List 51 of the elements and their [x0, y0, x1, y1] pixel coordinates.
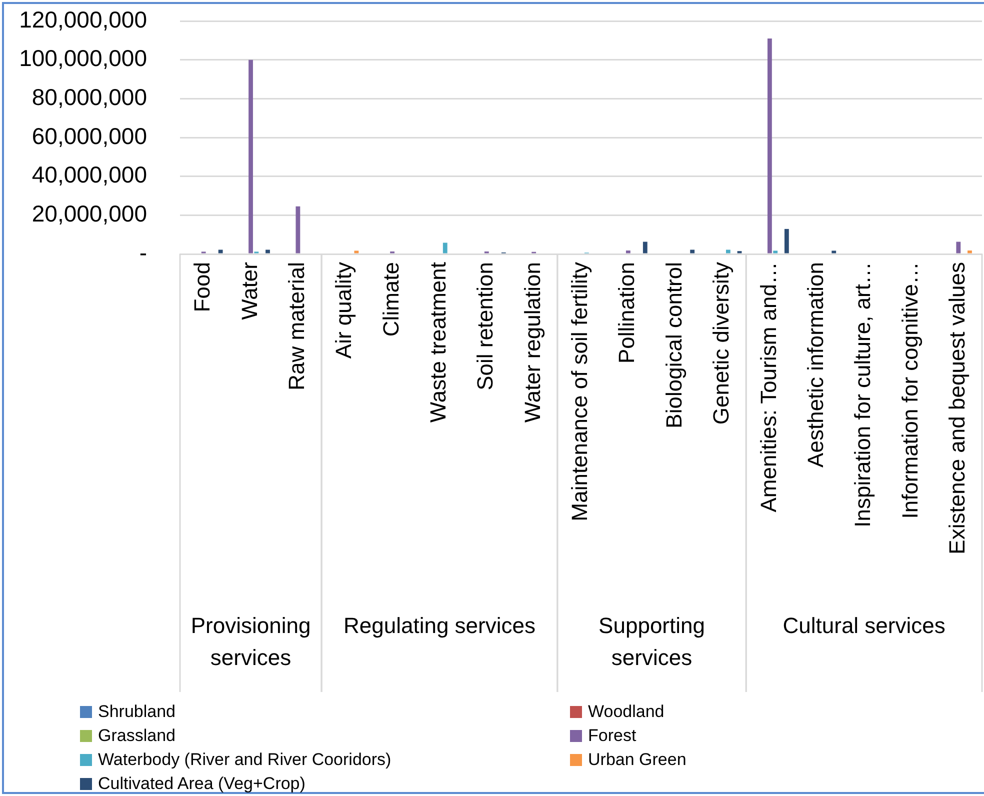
x-tick-label: Existence and bequest values: [944, 262, 970, 554]
bar: [726, 250, 730, 254]
bar: [768, 38, 772, 254]
x-tick-label: Soil retention: [472, 262, 498, 390]
x-tick-label: Genetic diversity: [708, 262, 734, 425]
x-tick-label: Climate: [378, 262, 404, 337]
legend-label: Grassland: [98, 726, 176, 746]
y-tick-label: 60,000,000: [32, 122, 147, 149]
y-tick-label: 80,000,000: [32, 84, 147, 110]
legend-label: Waterbody (River and River Cooridors): [98, 750, 392, 770]
x-tick-label: Aesthetic information: [802, 262, 828, 468]
text: Cultural services: [782, 613, 946, 638]
y-tick-label: 40,000,000: [32, 162, 147, 188]
x-tick-label: Water regulation: [520, 262, 545, 423]
text: Provisioning services: [190, 613, 311, 670]
text: Regulating services: [343, 613, 536, 638]
y-tick-label: -: [139, 239, 147, 266]
y-tick-label: 100,000,000: [19, 45, 147, 72]
x-tick-label: Raw material: [284, 262, 310, 390]
legend-label: Shrubland: [98, 702, 176, 722]
bar: [442, 242, 448, 254]
bar: [784, 228, 789, 254]
bar: [248, 60, 253, 254]
bar: [690, 250, 695, 254]
bar: [266, 250, 270, 254]
y-tick-label: 120,000,000: [19, 6, 147, 32]
legend-label: Urban Green: [588, 750, 686, 770]
x-tick-label: Air quality: [331, 262, 356, 359]
x-tick-label: Maintenance of soil fertility: [567, 262, 592, 522]
bar: [218, 250, 223, 254]
x-tick-label: Pollination: [614, 262, 640, 364]
bar: [832, 250, 836, 254]
x-tick-label: Water: [236, 262, 262, 320]
y-tick-label: 20,000,000: [32, 200, 147, 227]
bar: [968, 250, 972, 254]
bar: [296, 206, 300, 254]
x-tick-label: Inspiration for culture, art…: [850, 262, 876, 528]
legend-label: Forest: [588, 726, 636, 746]
x-tick-label: Food: [190, 262, 215, 312]
bar: [773, 250, 778, 254]
x-tick-label: Amenities: Tourism and…: [756, 262, 781, 512]
legend-label: Cultivated Area (Veg+Crop): [98, 774, 306, 794]
x-tick-label: Biological control: [661, 262, 686, 428]
text: Supporting services: [598, 613, 705, 670]
x-tick-label: Information for cognitive…: [897, 262, 922, 519]
bar: [626, 250, 630, 254]
bar: [642, 242, 648, 254]
x-tick-label: Waste treatment: [426, 262, 451, 423]
legend-label: Woodland: [588, 702, 664, 722]
bar: [354, 250, 359, 254]
bar: [956, 242, 961, 254]
